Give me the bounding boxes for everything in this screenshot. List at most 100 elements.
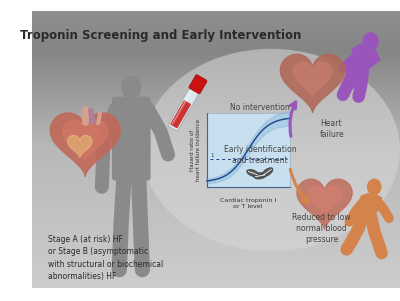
Bar <box>32 270 400 274</box>
Bar <box>32 180 400 184</box>
Ellipse shape <box>142 49 400 251</box>
Bar <box>32 187 400 191</box>
Bar <box>32 41 400 46</box>
Bar <box>32 277 400 281</box>
Text: Stage A (at risk) HF
or Stage B (asymptomatic
with structural or biochemical
abn: Stage A (at risk) HF or Stage B (asympto… <box>48 235 164 281</box>
Bar <box>32 17 400 21</box>
Bar <box>32 232 400 236</box>
Ellipse shape <box>262 168 273 177</box>
Bar <box>32 66 400 70</box>
Ellipse shape <box>254 172 266 179</box>
Polygon shape <box>308 185 341 216</box>
Bar <box>32 197 400 201</box>
Bar <box>32 121 400 125</box>
Bar <box>32 48 400 53</box>
Bar <box>32 221 400 226</box>
Bar <box>32 284 400 288</box>
Polygon shape <box>68 135 92 157</box>
Bar <box>32 27 400 32</box>
Polygon shape <box>280 54 345 113</box>
Bar <box>32 135 400 139</box>
Bar <box>32 142 400 146</box>
Bar <box>32 90 400 94</box>
Bar <box>32 194 400 198</box>
Bar <box>32 45 400 49</box>
Bar <box>32 38 400 42</box>
Text: Hazard ratio of
heart failure incidence: Hazard ratio of heart failure incidence <box>190 119 201 181</box>
Polygon shape <box>352 44 380 67</box>
Bar <box>32 225 400 229</box>
Bar <box>32 246 400 250</box>
Bar <box>32 93 400 98</box>
FancyBboxPatch shape <box>189 75 207 94</box>
Bar <box>32 149 400 153</box>
Bar <box>32 145 400 150</box>
FancyBboxPatch shape <box>170 100 191 128</box>
FancyBboxPatch shape <box>112 97 151 180</box>
Bar <box>32 280 400 285</box>
Bar <box>32 114 400 118</box>
Bar <box>32 124 400 129</box>
Bar <box>32 173 400 177</box>
Text: Cardiac troponin I
or T level: Cardiac troponin I or T level <box>220 198 276 209</box>
Bar <box>32 79 400 84</box>
Text: No intervention: No intervention <box>230 103 290 112</box>
Text: Troponin Screening and Early Intervention: Troponin Screening and Early Interventio… <box>20 29 302 42</box>
Bar <box>32 55 400 60</box>
Bar <box>32 263 400 267</box>
Bar <box>32 214 400 219</box>
Bar <box>32 266 400 271</box>
Bar <box>32 166 400 170</box>
Ellipse shape <box>362 32 379 51</box>
Polygon shape <box>360 192 382 216</box>
Bar <box>32 128 400 132</box>
Ellipse shape <box>367 178 382 195</box>
Bar <box>32 100 400 104</box>
Bar <box>32 239 400 243</box>
Bar <box>32 97 400 101</box>
Bar <box>127 93 136 102</box>
Bar <box>32 14 400 18</box>
Polygon shape <box>62 120 108 161</box>
Bar <box>32 256 400 260</box>
Bar <box>32 10 400 14</box>
Bar <box>32 52 400 56</box>
Bar <box>32 104 400 108</box>
Bar <box>207 113 290 187</box>
Bar <box>32 253 400 257</box>
Bar <box>32 249 400 253</box>
Polygon shape <box>297 179 352 229</box>
Bar <box>32 76 400 80</box>
Bar <box>32 24 400 28</box>
Bar <box>32 138 400 143</box>
Bar <box>32 207 400 212</box>
Ellipse shape <box>121 76 142 99</box>
Bar <box>32 176 400 181</box>
Bar <box>32 218 400 222</box>
Bar <box>32 183 400 188</box>
Bar <box>32 131 400 136</box>
Bar <box>32 152 400 157</box>
Bar <box>32 20 400 25</box>
Bar <box>32 107 400 111</box>
Bar <box>32 110 400 115</box>
Bar <box>32 31 400 35</box>
Text: Heart
failure: Heart failure <box>320 119 344 139</box>
Bar <box>32 259 400 264</box>
Bar <box>32 156 400 160</box>
Text: 1: 1 <box>210 153 214 158</box>
Bar <box>32 73 400 77</box>
Bar <box>32 163 400 167</box>
Bar <box>32 34 400 39</box>
Ellipse shape <box>247 169 259 177</box>
Bar <box>32 228 400 233</box>
Bar <box>32 86 400 91</box>
Bar <box>32 190 400 194</box>
Bar <box>32 235 400 240</box>
Bar <box>32 242 400 247</box>
Bar <box>32 62 400 67</box>
Bar <box>32 200 400 205</box>
Bar <box>32 273 400 278</box>
Bar <box>32 117 400 122</box>
Bar <box>32 169 400 174</box>
